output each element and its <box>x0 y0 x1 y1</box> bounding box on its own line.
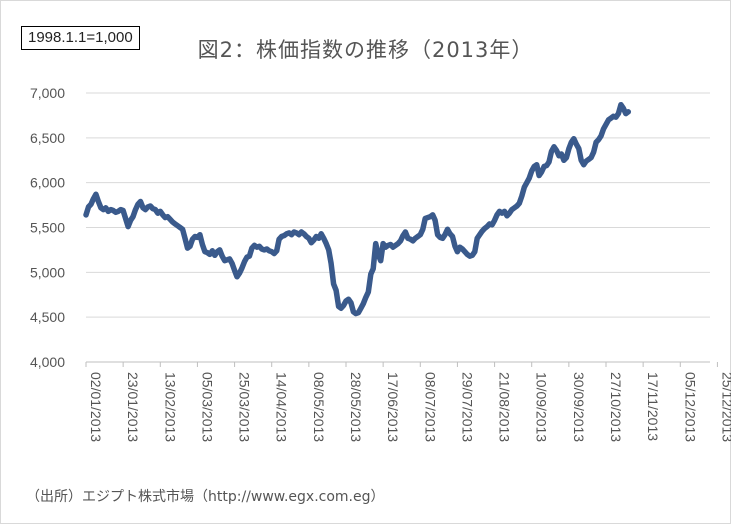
y-tick-label: 7,000 <box>30 85 65 101</box>
x-tick-label: 23/01/2013 <box>125 372 141 442</box>
gridlines <box>86 92 710 318</box>
source-note: （出所）エジプト株式市場（http://www.egx.com.eg） <box>26 489 385 505</box>
x-tick-label: 05/03/2013 <box>199 372 215 442</box>
y-tick-label: 6,500 <box>30 130 65 146</box>
x-tick-label: 02/01/2013 <box>88 372 104 442</box>
x-tick-label: 08/05/2013 <box>311 372 327 442</box>
x-tick-label: 17/11/2013 <box>645 372 661 441</box>
x-tick-label: 25/03/2013 <box>237 372 253 442</box>
x-tick-label: 08/07/2013 <box>422 372 438 442</box>
base-note: 1998.1.1=1,000 <box>28 29 133 46</box>
x-tick-label: 27/10/2013 <box>608 372 624 442</box>
base-note-box: 1998.1.1=1,000 <box>21 26 140 50</box>
y-tick-label: 4,000 <box>30 354 65 370</box>
y-axis: 4,000 4,500 5,000 5,500 6,000 6,500 7,000 <box>30 85 65 370</box>
series-group <box>83 101 632 317</box>
x-tick-label: 13/02/2013 <box>162 372 178 442</box>
x-tick-label: 14/04/2013 <box>274 372 290 442</box>
y-tick-label: 6,000 <box>30 175 65 191</box>
x-axis: 02/01/2013 23/01/2013 13/02/2013 05/03/2013… <box>85 361 731 442</box>
x-tick-label: 10/09/2013 <box>534 372 550 442</box>
x-tick-label: 25/12/2013 <box>719 372 731 442</box>
y-tick-label: 5,500 <box>30 220 65 236</box>
x-tick-label: 21/08/2013 <box>497 372 513 442</box>
y-tick-label: 5,000 <box>30 264 65 280</box>
x-tick-label: 17/06/2013 <box>385 372 401 442</box>
chart-title: 図2：株価指数の推移（2013年） <box>197 38 534 62</box>
x-tick-label: 05/12/2013 <box>682 372 698 442</box>
x-tick-label: 28/05/2013 <box>348 372 364 442</box>
series-line <box>83 101 632 317</box>
x-tick-label: 29/07/2013 <box>459 372 475 442</box>
y-tick-label: 4,500 <box>30 309 65 325</box>
x-tick-label: 30/09/2013 <box>571 372 587 442</box>
